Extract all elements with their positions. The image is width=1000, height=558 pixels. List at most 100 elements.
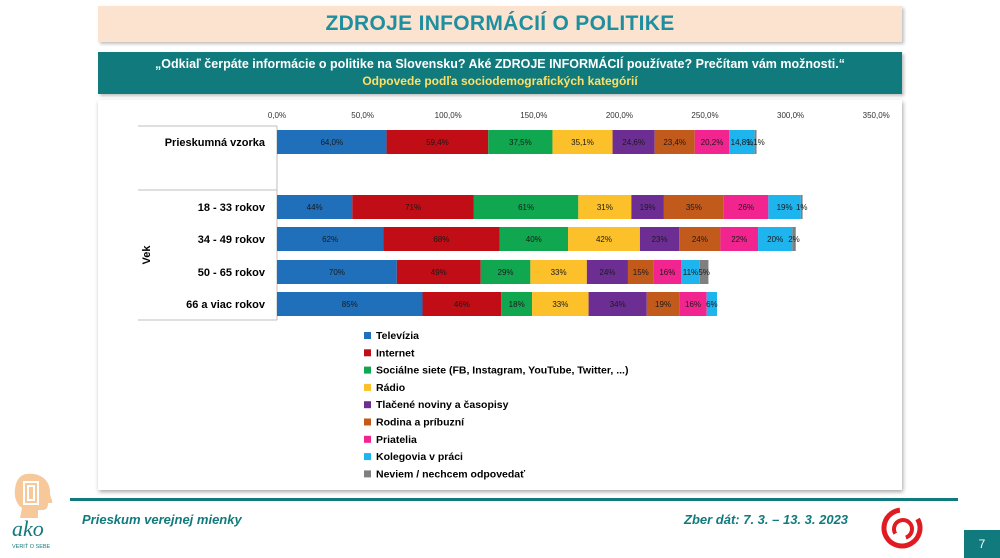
bar-segment (578, 195, 632, 219)
bar-segment (488, 130, 553, 154)
data-label: 23% (652, 235, 668, 244)
bar-segment (768, 195, 801, 219)
data-label: 70% (329, 268, 345, 277)
ako-logo: ako VERIŤ O SEBE (12, 473, 53, 550)
bar-segment (694, 130, 730, 154)
bar-segment (532, 292, 589, 316)
data-label: 64,0% (320, 138, 343, 147)
footer-date-label: Zber dát: 7. 3. – 13. 3. 2023 (684, 512, 849, 527)
data-label: 11% (683, 268, 698, 277)
bar-segment (277, 227, 384, 251)
legend-swatch (364, 453, 371, 461)
data-label: 29% (498, 268, 514, 277)
bar-segment (631, 195, 664, 219)
legend-swatch (364, 401, 371, 409)
legend-label: Tlačené noviny a časopisy (376, 399, 509, 411)
bar-segment (729, 130, 755, 154)
legend-label: Televízia (376, 330, 419, 342)
data-label: 34% (610, 300, 626, 309)
bar-segment (552, 130, 613, 154)
legend-swatch (364, 470, 371, 478)
bar-segment (679, 227, 721, 251)
category-label: 50 - 65 rokov (198, 267, 266, 279)
bar-segment (627, 260, 654, 284)
question-text: „Odkiaľ čerpáte informácie o politike na… (155, 57, 845, 71)
data-label: 40% (526, 235, 542, 244)
category-label: 66 a viac rokov (186, 299, 266, 311)
data-label: 23,4% (663, 138, 686, 147)
legend-label: Rádio (376, 382, 405, 394)
bar-segment (800, 195, 803, 219)
bar-segment (792, 227, 796, 251)
group-label: Vek (141, 245, 153, 265)
x-tick-label: 100,0% (435, 111, 462, 120)
data-label: 85% (342, 300, 358, 309)
x-tick-label: 50,0% (351, 111, 374, 120)
data-label: 6% (706, 300, 718, 309)
bar-segment (568, 227, 640, 251)
data-label: 49% (431, 268, 447, 277)
data-label: 33% (552, 300, 568, 309)
bar-segment (679, 292, 707, 316)
bar-segment (277, 260, 397, 284)
data-label: 2% (788, 235, 800, 244)
head-profile-icon (14, 473, 53, 518)
logo-wordmark: ako (12, 516, 44, 541)
legend-label: Internet (376, 347, 415, 359)
legend-swatch (364, 366, 371, 374)
data-label: 71% (405, 203, 421, 212)
bar-segment (699, 260, 709, 284)
bar-segment (473, 195, 579, 219)
bar-segment (277, 130, 387, 154)
bar-segment (681, 260, 700, 284)
bar-segment (277, 195, 353, 219)
bar-segment (586, 260, 628, 284)
bar-segment (352, 195, 474, 219)
legend-swatch (364, 383, 371, 391)
brand-circle-icon (881, 507, 923, 549)
bar-segment (723, 195, 769, 219)
page-title: ZDROJE INFORMÁCIÍ O POLITIKE (325, 12, 675, 35)
bar-segment (612, 130, 655, 154)
data-label: 61% (518, 203, 534, 212)
bar-segment (639, 227, 680, 251)
legend-label: Priatelia (376, 434, 417, 446)
x-tick-label: 150,0% (520, 111, 547, 120)
bar-segment (754, 130, 757, 154)
data-label: 42% (596, 235, 612, 244)
bar-segment (653, 260, 682, 284)
data-label: 15% (633, 268, 649, 277)
x-tick-label: 0,0% (268, 111, 286, 120)
data-label: 18% (509, 300, 525, 309)
x-tick-label: 300,0% (777, 111, 804, 120)
data-label: 20% (767, 235, 783, 244)
legend-swatch (364, 435, 371, 443)
data-label: 1,1% (746, 138, 764, 147)
legend-swatch (364, 349, 371, 357)
bar-segment (501, 292, 533, 316)
page-number: 7 (964, 530, 1000, 558)
data-label: 37,5% (509, 138, 532, 147)
bar-segment (383, 227, 500, 251)
question-subtitle: Odpovede podľa sociodemografických kateg… (362, 74, 638, 88)
x-tick-label: 350,0% (863, 111, 890, 120)
legend-swatch (364, 418, 371, 426)
data-label: 44% (307, 203, 323, 212)
x-tick-label: 250,0% (691, 111, 718, 120)
data-label: 5% (698, 268, 710, 277)
bar-segment (480, 260, 531, 284)
footer-divider (70, 498, 958, 501)
bar-segment (530, 260, 587, 284)
bar-segment (499, 227, 569, 251)
data-label: 19% (655, 300, 671, 309)
bar-segment (588, 292, 647, 316)
data-label: 31% (597, 203, 613, 212)
data-label: 19% (777, 203, 793, 212)
bar-segment (706, 292, 717, 316)
data-label: 24,6% (622, 138, 645, 147)
data-label: 1% (796, 203, 808, 212)
question-banner: „Odkiaľ čerpáte informácie o politike na… (98, 52, 902, 94)
category-label: 18 - 33 rokov (198, 202, 266, 214)
data-label: 16% (659, 268, 675, 277)
data-label: 35% (686, 203, 702, 212)
